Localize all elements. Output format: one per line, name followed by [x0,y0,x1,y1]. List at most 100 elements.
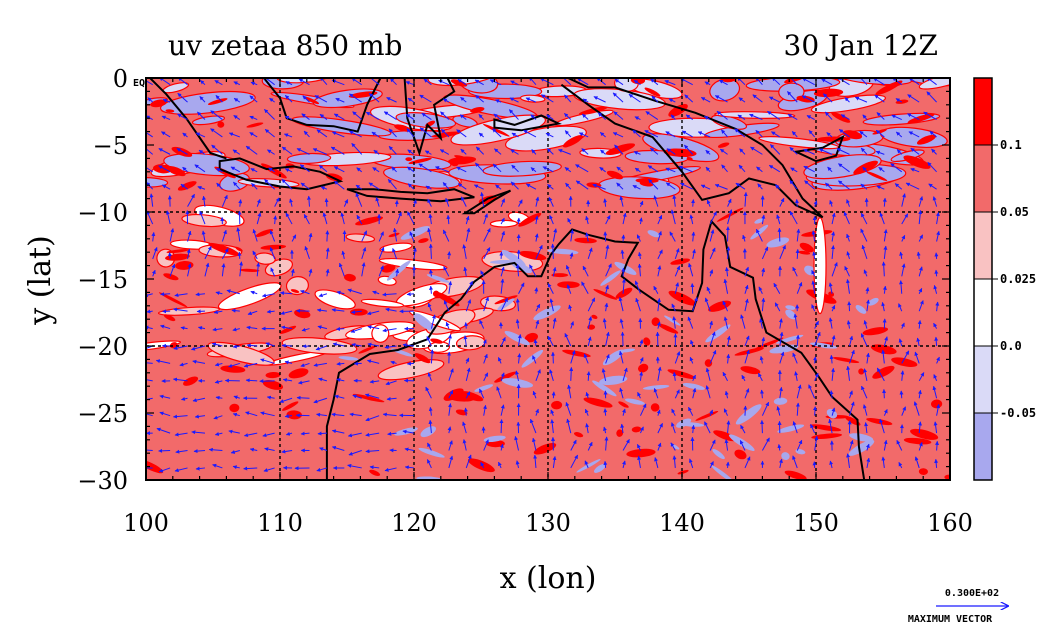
wind-vector [175,449,188,454]
wind-vector [622,439,630,451]
wind-vector [459,114,467,120]
wind-vector [532,355,537,364]
wind-vector [529,418,537,434]
wind-vector [186,248,191,259]
wind-vector [215,291,223,296]
wind-vector [336,290,345,295]
wind-vector [651,95,659,103]
field-blob [832,357,860,363]
wind-vector [760,420,765,434]
wind-vector [428,406,433,416]
wind-vector [211,144,223,155]
wind-vector [388,145,397,155]
field-blob [734,449,747,460]
wind-vector [443,300,450,312]
wind-vector [173,345,188,351]
wind-vector [744,456,751,469]
wind-vector [725,461,730,468]
wind-vector [831,305,836,312]
wind-vector [761,267,766,277]
wind-vector [483,439,489,451]
field-blob [875,80,903,96]
x-tick-label: 150 [793,509,839,537]
wind-vector [790,78,798,86]
wind-vector [551,391,556,399]
wind-vector [635,297,641,312]
wind-vector [419,94,432,103]
wind-vector [688,458,694,469]
wind-vector [263,467,275,473]
wind-vector [480,270,485,277]
wind-vector [228,362,240,368]
wind-vector [796,439,803,451]
wind-vector [514,436,520,451]
wind-vector [632,129,641,138]
wind-vector [672,194,677,207]
wind-vector [680,78,693,86]
y-tick-label: −15 [77,266,128,294]
field-blob [686,157,693,161]
wind-vector [406,128,415,138]
wind-vector [793,313,798,329]
wind-vector [430,314,436,329]
wind-vector [564,333,572,347]
wind-vector [447,251,452,259]
y-tick-label: −5 [93,132,128,160]
wind-vector [361,230,368,242]
wind-vector [378,231,384,242]
wind-vector [427,198,432,207]
wind-vector [558,149,571,155]
wind-vector [636,234,641,242]
wind-vector [236,227,241,242]
wind-vector [448,334,452,347]
wind-vector [405,113,415,120]
wind-vector [269,247,276,260]
wind-vector [795,249,800,259]
wind-vector [755,228,763,242]
wind-vector [182,132,188,138]
field-blob [418,447,445,458]
wind-vector [603,231,608,242]
wind-vector [448,368,454,382]
wind-vector [187,193,195,207]
wind-vector [826,132,833,138]
wind-vector [318,293,328,298]
wind-vector [155,359,171,364]
wind-vector [390,360,397,365]
wind-vector [530,114,537,120]
wind-vector [509,97,519,103]
field-blob [740,366,761,375]
wind-vector [535,369,541,382]
field-blob [489,219,518,228]
wind-vector [194,164,206,173]
field-blob [562,349,591,358]
wind-vector [406,166,415,173]
field-blob [624,398,645,405]
wind-vector [795,402,800,416]
wind-vector [637,263,642,277]
wind-vector [256,262,261,277]
field-blob [862,327,889,336]
field-blob [668,290,697,306]
field-blob [254,252,276,265]
wind-vector [510,80,519,86]
wind-vector [407,397,415,402]
wind-vector [685,114,694,120]
wind-vector [264,109,275,120]
wind-vector [704,81,711,86]
field-blob [217,282,282,311]
wind-vector [319,447,328,451]
wind-vector [332,342,345,347]
wind-vector [191,345,206,351]
field-blob [288,368,309,379]
wind-vector [221,248,229,260]
wind-vector [356,167,363,173]
field-blob [754,218,765,224]
field-blob [849,433,874,442]
wind-vector [264,129,275,138]
wind-vector [483,213,488,225]
wind-vector [628,93,641,103]
wind-vector [657,366,662,381]
wind-vector [285,431,293,436]
wind-vector [214,432,223,436]
